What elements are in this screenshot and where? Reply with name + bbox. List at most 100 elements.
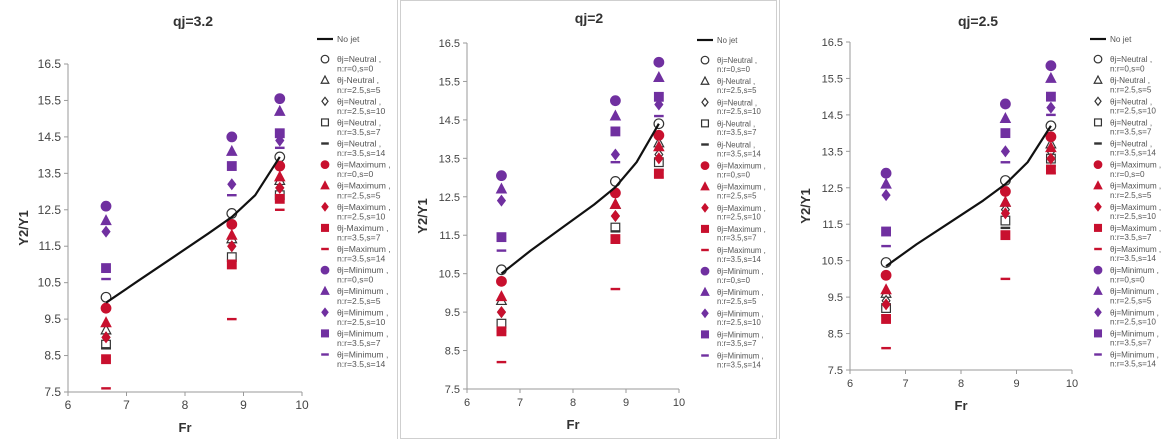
y-axis-label: Y2/Y1 [16,210,31,245]
legend-swatch [701,308,709,319]
legend-label-line: θj-Neutral , [337,75,379,85]
legend-swatch [320,265,330,275]
data-point [880,269,892,281]
y-axis-label: Y2/Y1 [798,188,813,223]
legend-label: No jet [717,36,738,45]
legend-label-line: θj=Minimum , [337,286,388,296]
legend-label-line: n:r=3.5,s=7 [717,128,756,137]
legend-label-line: n:r=2.5,s=5 [717,297,757,306]
legend-swatch [1093,180,1103,190]
x-axis-label: Fr [179,420,192,435]
legend-label: θj=Maximum , n:r=3.5,s=14 [1110,245,1161,263]
legend-label: θj=Maximum , n:r=3.5,s=7 [717,225,766,243]
y-tick-label: 16.5 [439,38,460,50]
data-point [999,98,1011,110]
legend-label-line: n:r=3.5,s=7 [337,127,381,137]
legend-label: θj=Maximum , n:r=3.5,s=7 [1110,224,1161,242]
legend-label-line: θj=Maximum , [337,160,391,170]
legend-label: θj=Maximum , n:r=2.5,s=10 [717,204,766,222]
data-point [496,232,507,243]
y-tick-label: 8.5 [445,346,460,358]
series-maximum-square [101,193,285,365]
series-minimum-dash [496,114,664,252]
legend-label-line: θj=Neutral , [337,139,381,149]
legend-label-line: n:r=2.5,s=5 [717,192,757,201]
legend-label-line: θj=Neutral , [1110,140,1152,149]
data-point [496,194,507,207]
data-point [101,331,111,344]
legend-label-line: θj=Neutral , [1110,118,1152,127]
y-tick-label: 10.5 [822,256,843,268]
legend-swatch [320,180,330,190]
legend-label-line: θj=Neutral , [337,96,381,106]
legend-label: No jet [1110,35,1132,44]
series-maximum-diamond [101,181,285,344]
legend-label-line: θj=Minimum , [717,267,764,276]
x-tick-label: 8 [570,397,576,409]
data-point [880,177,892,189]
legend-swatch [320,329,330,338]
series-maximum-square [496,168,664,337]
x-tick-label: 6 [464,397,470,409]
data-point [610,287,621,291]
data-point [881,298,891,311]
legend-label-line: θj=Minimum , [337,350,388,360]
data-point [653,118,665,130]
data-point [101,354,111,365]
legend-label: θj=Maximum , n:r=2.5,s=5 [717,183,766,201]
legend-label-line: θj-Neutral , [717,77,755,86]
data-point [1000,226,1011,230]
legend-swatch [1093,54,1103,64]
legend-label-line: θj=Maximum , [337,244,391,254]
legend-label: θj=Minimum , n:r=0,s=0 [1110,266,1159,284]
legend-swatch [700,75,710,85]
x-tick-label: 8 [182,398,189,412]
series-neutral-square-open [101,190,285,350]
legend-label-line: n:r=2.5,s=5 [1110,191,1152,200]
legend-swatch [320,285,330,295]
data-point [1046,152,1056,165]
legend-swatch [320,118,330,127]
legend-label-line: n:r=2.5,s=10 [1110,107,1156,116]
legend-label-line: n:r=3.5,s=7 [1110,128,1152,137]
legend-swatch [1094,201,1102,212]
legend-label: θj=Minimum , n:r=0,s=0 [337,265,388,285]
data-point [101,347,111,350]
data-point [496,306,507,319]
y-tick-label: 7.5 [445,384,460,396]
data-point [101,387,111,390]
no-jet-line [105,156,281,304]
data-point [880,167,892,179]
data-point [999,186,1011,197]
legend-label-line: n:r=2.5,s=10 [1110,318,1156,327]
series-maximum-square [881,164,1056,324]
series-neutral-dash [101,197,285,350]
legend-swatch [701,248,709,252]
no-jet-line [500,123,660,275]
legend-label-line: n:r=3.5,s=7 [717,339,756,348]
legend-swatch [700,181,710,191]
legend-label-line: n:r=2.5,s=10 [717,213,761,222]
legend-label-line: θj=Neutral , [717,56,757,65]
y-tick-label: 10.5 [38,276,62,290]
data-point [1046,113,1056,117]
series-maximum-circle [880,131,1057,281]
data-point [610,234,621,244]
legend-label: θj-Maximum , n:r=3.5,s=7 [337,223,389,243]
legend-label-line: n:r=2.5,s=5 [337,190,381,200]
legend-label-line: n:r=3.5,s=7 [1110,233,1152,242]
y-tick-label: 13.5 [439,153,460,165]
series-minimum-triangle [100,104,286,226]
legend-label-line: θj=Neutral , [337,54,381,64]
y-tick-label: 9.5 [445,307,460,319]
data-point [609,95,621,107]
legend-label: θj=Minimum , n:r=2.5,s=5 [1110,287,1159,305]
data-point [653,56,665,68]
data-point [653,140,665,152]
x-tick-label: 6 [847,378,853,390]
legend-label-line: θj=Minimum , [337,328,388,338]
y-tick-label: 16.5 [822,37,843,49]
y-tick-label: 14.5 [439,115,460,127]
legend-swatch [321,247,329,251]
data-point [275,181,285,194]
